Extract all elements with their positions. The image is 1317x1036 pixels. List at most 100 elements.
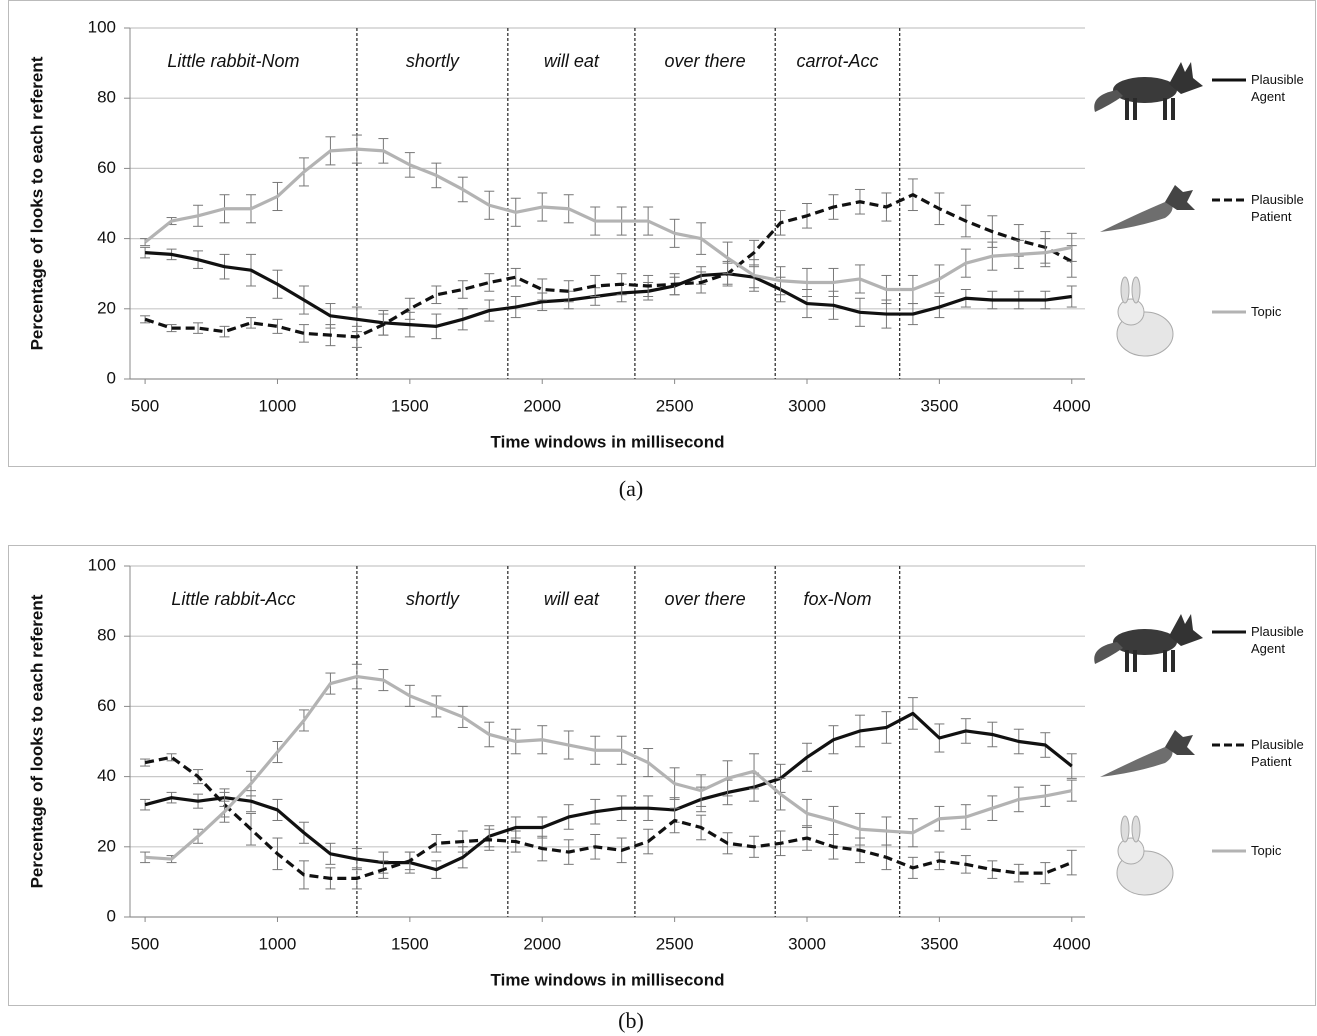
legend-label: Topic (1251, 843, 1282, 858)
error-bar (298, 324, 309, 343)
x-tick-label: 1000 (259, 934, 297, 953)
error-bar (563, 280, 574, 303)
icon-leg (1133, 650, 1137, 672)
legend-icon (1100, 185, 1195, 232)
x-tick-label: 3000 (788, 934, 826, 953)
icon-ear (1131, 276, 1141, 304)
legend-entry: Plausible Patient (1251, 192, 1304, 224)
icon-leg (1125, 98, 1129, 120)
region-label: will eat (544, 51, 600, 71)
x-tick-label: 2500 (656, 396, 694, 415)
y-tick-label: 80 (97, 88, 116, 107)
icon-leaves (1165, 730, 1195, 755)
legend-icon (1094, 614, 1203, 672)
x-tick-label: 1000 (259, 396, 297, 415)
panel-b: 0 20 40 60 80 100 500 1000 1500 2000 2500 3000 3500 4… (8, 545, 1316, 1006)
icon-leg (1171, 98, 1175, 120)
legend-label: Plausible Agent (1251, 72, 1304, 104)
icon-leg (1163, 98, 1167, 120)
x-tick-label: 2000 (523, 396, 561, 415)
error-bar (272, 318, 283, 334)
x-tick-label: 4000 (1053, 934, 1091, 953)
legend-icon (1116, 815, 1174, 896)
legend-label: Plausible Patient (1251, 192, 1304, 224)
y-tick-label: 20 (97, 836, 116, 855)
region-label: Little rabbit-Nom (167, 51, 299, 71)
error-bar (1013, 863, 1024, 883)
icon-head (1117, 298, 1145, 326)
series-line (144, 711, 1073, 872)
icon-ear (1131, 815, 1141, 843)
error-bar (431, 285, 442, 305)
x-tick-label: 500 (131, 934, 159, 953)
region-label: carrot-Acc (796, 51, 878, 71)
y-tick-label: 100 (88, 555, 116, 574)
y-tick-label: 100 (88, 17, 116, 36)
error-bar (510, 267, 521, 287)
x-tick-label: 2000 (523, 934, 561, 953)
x-tick-label: 1500 (391, 396, 429, 415)
x-tick-label: 3500 (920, 396, 958, 415)
error-bar (431, 834, 442, 853)
error-bar (245, 317, 256, 329)
legend-entry: Plausible Agent (1251, 624, 1304, 656)
legend-label: Plausible Agent (1251, 624, 1304, 656)
caption: (b) (618, 1008, 644, 1033)
icon-ear (1120, 815, 1130, 843)
legend-icon (1094, 62, 1203, 120)
error-bar (537, 278, 548, 301)
error-bar (219, 325, 230, 338)
y-tick-label: 40 (97, 766, 116, 785)
error-bar (193, 322, 204, 334)
legend-icon (1100, 730, 1195, 777)
legend-entry: Topic (1251, 843, 1282, 858)
x-tick-label: 3500 (920, 934, 958, 953)
error-bar (404, 297, 415, 320)
region-label: fox-Nom (803, 589, 871, 609)
icon-leg (1163, 650, 1167, 672)
icon-head (1169, 614, 1203, 646)
error-bar (457, 280, 468, 299)
region-label: Little rabbit-Acc (171, 589, 295, 609)
icon-carrot (1100, 200, 1173, 232)
error-bar (484, 273, 495, 292)
icon-leaves (1165, 185, 1195, 210)
series-line (144, 251, 1072, 328)
x-tick-label: 2500 (656, 934, 694, 953)
icon-leg (1133, 98, 1137, 120)
y-tick-label: 0 (107, 906, 116, 925)
icon-head (1169, 62, 1203, 94)
y-tick-label: 0 (107, 368, 116, 387)
x-axis-title: Time windows in millisecond (491, 970, 725, 989)
series-line (144, 147, 1073, 292)
x-tick-label: 3000 (788, 396, 826, 415)
y-axis-title: Percentage of looks to each referent (27, 56, 46, 350)
icon-carrot (1100, 745, 1173, 777)
legend-entry: Plausible Patient (1251, 737, 1304, 769)
y-tick-label: 60 (97, 696, 116, 715)
x-axis-title: Time windows in millisecond (491, 432, 725, 451)
icon-leg (1125, 650, 1129, 672)
y-tick-label: 60 (97, 158, 116, 177)
x-tick-label: 4000 (1053, 396, 1091, 415)
series-line (144, 193, 1073, 339)
series-line (144, 755, 1073, 880)
y-axis-title: Percentage of looks to each referent (27, 594, 46, 888)
region-label: shortly (406, 589, 460, 609)
legend-entry: Plausible Agent (1251, 72, 1304, 104)
region-label: over there (665, 589, 746, 609)
region-label: shortly (406, 51, 460, 71)
y-tick-label: 40 (97, 228, 116, 247)
icon-leg (1171, 650, 1175, 672)
series-line (144, 674, 1073, 861)
legend-icon (1116, 276, 1174, 357)
region-label: over there (665, 51, 746, 71)
legend-label: Topic (1251, 304, 1282, 319)
icon-body (1113, 629, 1177, 655)
x-tick-label: 500 (131, 396, 159, 415)
y-tick-label: 80 (97, 626, 116, 645)
x-tick-label: 1500 (391, 934, 429, 953)
panel-a: 0 20 40 60 80 100 500 1000 1500 2000 2500 3000 3500 4… (8, 0, 1316, 467)
error-bar (1040, 862, 1051, 885)
